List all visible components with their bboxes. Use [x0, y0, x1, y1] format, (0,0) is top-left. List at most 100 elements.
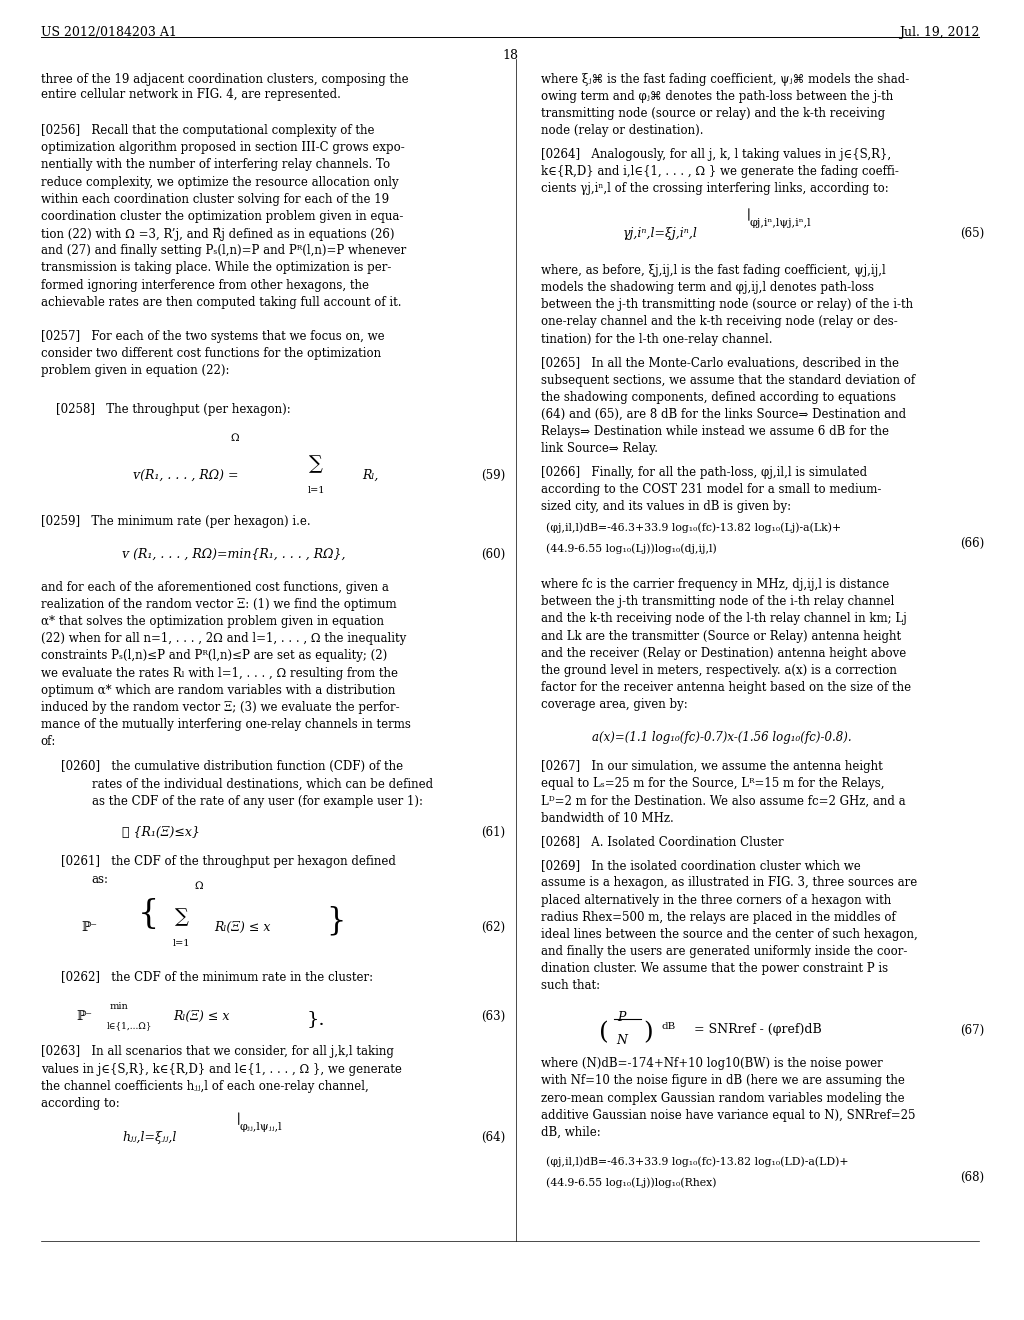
Text: zero-mean complex Gaussian random variables modeling the: zero-mean complex Gaussian random variab… [541, 1092, 904, 1105]
Text: (44.9-6.55 log₁₀(Lj))log₁₀(Rhex): (44.9-6.55 log₁₀(Lj))log₁₀(Rhex) [546, 1177, 717, 1188]
Text: Rₗ(Ξ) ≤ x: Rₗ(Ξ) ≤ x [173, 1010, 229, 1023]
Text: P: P [617, 1011, 626, 1024]
Text: the channel coefficients hⱼⱼ,l of each one-relay channel,: the channel coefficients hⱼⱼ,l of each o… [41, 1080, 369, 1093]
Text: and Lk are the transmitter (Source or Relay) antenna height: and Lk are the transmitter (Source or Re… [541, 630, 901, 643]
Text: placed alternatively in the three corners of a hexagon with: placed alternatively in the three corner… [541, 894, 891, 907]
Text: models the shadowing term and φj,ij,l denotes path-loss: models the shadowing term and φj,ij,l de… [541, 281, 873, 294]
Text: tion (22) with Ω =3, R’j, and R̂j defined as in equations (26): tion (22) with Ω =3, R’j, and R̂j define… [41, 227, 394, 240]
Text: ∑: ∑ [309, 455, 324, 474]
Text: (44.9-6.55 log₁₀(Lj))log₁₀(dj,ij,l): (44.9-6.55 log₁₀(Lj))log₁₀(dj,ij,l) [546, 544, 717, 554]
Text: Ω: Ω [195, 882, 203, 891]
Text: ): ) [643, 1022, 652, 1044]
Text: formed ignoring interference from other hexagons, the: formed ignoring interference from other … [41, 279, 369, 292]
Text: optimization algorithm proposed in section III-C grows expo-: optimization algorithm proposed in secti… [41, 141, 404, 154]
Text: (62): (62) [481, 921, 505, 935]
Text: l=1: l=1 [173, 939, 190, 948]
Text: [0256]   Recall that the computational complexity of the: [0256] Recall that the computational com… [41, 124, 375, 137]
Text: (66): (66) [961, 537, 984, 550]
Text: and the receiver (Relay or Destination) antenna height above: and the receiver (Relay or Destination) … [541, 647, 906, 660]
Text: achievable rates are then computed taking full account of it.: achievable rates are then computed takin… [41, 296, 401, 309]
Text: hⱼⱼ,l=ξⱼⱼ,l: hⱼⱼ,l=ξⱼⱼ,l [123, 1131, 177, 1144]
Text: we evaluate the rates Rₗ with l=1, . . . , Ω resulting from the: we evaluate the rates Rₗ with l=1, . . .… [41, 667, 397, 680]
Text: [0265]   In all the Monte-Carlo evaluations, described in the: [0265] In all the Monte-Carlo evaluation… [541, 356, 899, 370]
Text: dination cluster. We assume that the power constraint P is: dination cluster. We assume that the pow… [541, 962, 888, 975]
Text: (61): (61) [481, 826, 505, 840]
Text: Jul. 19, 2012: Jul. 19, 2012 [899, 26, 979, 40]
Text: [0264]   Analogously, for all j, k, l taking values in j∈{S,R},: [0264] Analogously, for all j, k, l taki… [541, 148, 891, 161]
Text: γj,iⁿ,l=ξj,iⁿ,l: γj,iⁿ,l=ξj,iⁿ,l [623, 227, 697, 240]
Text: such that:: such that: [541, 979, 600, 993]
Text: [0260]   the cumulative distribution function (CDF) of the: [0260] the cumulative distribution funct… [61, 760, 403, 774]
Text: reduce complexity, we optimize the resource allocation only: reduce complexity, we optimize the resou… [41, 176, 398, 189]
Text: where, as before, ξj,ij,l is the fast fading coefficient, ψj,ij,l: where, as before, ξj,ij,l is the fast fa… [541, 264, 886, 277]
Text: US 2012/0184203 A1: US 2012/0184203 A1 [41, 26, 177, 40]
Text: ideal lines between the source and the center of such hexagon,: ideal lines between the source and the c… [541, 928, 918, 941]
Text: Ω: Ω [230, 434, 239, 444]
Text: and the k-th receiving node of the l-th relay channel in km; Lj: and the k-th receiving node of the l-th … [541, 612, 906, 626]
Text: transmitting node (source or relay) and the k-th receiving: transmitting node (source or relay) and … [541, 107, 885, 120]
Text: as the CDF of the rate of any user (for example user 1):: as the CDF of the rate of any user (for … [92, 795, 423, 808]
Text: node (relay or destination).: node (relay or destination). [541, 124, 703, 137]
Text: }.: }. [306, 1010, 325, 1028]
Text: the ground level in meters, respectively. a(x) is a correction: the ground level in meters, respectively… [541, 664, 897, 677]
Text: according to the COST 231 model for a small to medium-: according to the COST 231 model for a sm… [541, 483, 881, 496]
Text: three of the 19 adjacent coordination clusters, composing the: three of the 19 adjacent coordination cl… [41, 73, 409, 86]
Text: induced by the random vector Ξ; (3) we evaluate the perfor-: induced by the random vector Ξ; (3) we e… [41, 701, 399, 714]
Text: l∈{1,...Ω}: l∈{1,...Ω} [108, 1022, 153, 1031]
Text: nentially with the number of interfering relay channels. To: nentially with the number of interfering… [41, 158, 390, 172]
Text: constraints Pₛ(l,n)≤P and Pᴿ(l,n)≤P are set as equality; (2): constraints Pₛ(l,n)≤P and Pᴿ(l,n)≤P are … [41, 649, 387, 663]
Text: (64) and (65), are 8 dB for the links Source⇒ Destination and: (64) and (65), are 8 dB for the links So… [541, 408, 906, 421]
Text: (68): (68) [961, 1171, 984, 1184]
Text: Lᴰ=2 m for the Destination. We also assume fc=2 GHz, and a: Lᴰ=2 m for the Destination. We also assu… [541, 795, 905, 808]
Text: rates of the individual destinations, which can be defined: rates of the individual destinations, wh… [92, 777, 433, 791]
Text: mance of the mutually interfering one-relay channels in terms: mance of the mutually interfering one-re… [41, 718, 411, 731]
Text: where (N)dB=-174+Nf+10 log10(BW) is the noise power: where (N)dB=-174+Nf+10 log10(BW) is the … [541, 1057, 883, 1071]
Text: [0267]   In our simulation, we assume the antenna height: [0267] In our simulation, we assume the … [541, 760, 883, 774]
Text: entire cellular network in FIG. 4, are represented.: entire cellular network in FIG. 4, are r… [41, 88, 341, 102]
Text: min: min [110, 1002, 128, 1011]
Text: dB, while:: dB, while: [541, 1126, 600, 1139]
Text: assume is a hexagon, as illustrated in FIG. 3, three sources are: assume is a hexagon, as illustrated in F… [541, 876, 916, 890]
Text: Relays⇒ Destination while instead we assume 6 dB for the: Relays⇒ Destination while instead we ass… [541, 425, 889, 438]
Text: ᴠ(R₁, . . . , RΩ) =: ᴠ(R₁, . . . , RΩ) = [133, 469, 239, 482]
Text: radius Rhex=500 m, the relays are placed in the middles of: radius Rhex=500 m, the relays are placed… [541, 911, 895, 924]
Text: (64): (64) [481, 1131, 505, 1144]
Text: and finally the users are generated uniformly inside the coor-: and finally the users are generated unif… [541, 945, 907, 958]
Text: (59): (59) [481, 469, 505, 482]
Text: ∑: ∑ [175, 908, 188, 927]
Text: [0257]   For each of the two systems that we focus on, we: [0257] For each of the two systems that … [41, 330, 384, 343]
Text: (60): (60) [481, 548, 505, 561]
Text: one-relay channel and the k-th receiving node (relay or des-: one-relay channel and the k-th receiving… [541, 315, 897, 329]
Text: values in j∈{S,R}, k∈{R,D} and l∈{1, . . . , Ω }, we generate: values in j∈{S,R}, k∈{R,D} and l∈{1, . .… [41, 1063, 401, 1076]
Text: bandwidth of 10 MHz.: bandwidth of 10 MHz. [541, 812, 674, 825]
Text: (φj,il,l)dB=-46.3+33.9 log₁₀(fc)-13.82 log₁₀(Lj)-a(Lk)+: (φj,il,l)dB=-46.3+33.9 log₁₀(fc)-13.82 l… [546, 523, 841, 533]
Text: {: { [138, 898, 159, 929]
Text: as:: as: [92, 873, 109, 886]
Text: ᴠ (R₁, . . . , RΩ)=min{R₁, . . . , RΩ},: ᴠ (R₁, . . . , RΩ)=min{R₁, . . . , RΩ}, [123, 548, 346, 561]
Text: = SNRref - (φref)dB: = SNRref - (φref)dB [694, 1023, 821, 1036]
Text: of:: of: [41, 735, 56, 748]
Text: coverage area, given by:: coverage area, given by: [541, 698, 687, 711]
Text: where ξⱼ⌘ is the fast fading coefficient, ψⱼ⌘ models the shad-: where ξⱼ⌘ is the fast fading coefficient… [541, 73, 909, 86]
Text: l=1: l=1 [307, 486, 325, 495]
Text: ℙ⁻: ℙ⁻ [77, 1010, 92, 1023]
Text: [0262]   the CDF of the minimum rate in the cluster:: [0262] the CDF of the minimum rate in th… [61, 970, 374, 983]
Text: [0269]   In the isolated coordination cluster which we: [0269] In the isolated coordination clus… [541, 859, 860, 873]
Text: between the j-th transmitting node (source or relay) of the i-th: between the j-th transmitting node (sour… [541, 298, 912, 312]
Text: ℙ {R₁(Ξ)≤x}: ℙ {R₁(Ξ)≤x} [123, 826, 201, 840]
Text: owing term and φⱼ⌘ denotes the path-loss between the j-th: owing term and φⱼ⌘ denotes the path-loss… [541, 90, 893, 103]
Text: problem given in equation (22):: problem given in equation (22): [41, 364, 229, 378]
Text: [0261]   the CDF of the throughput per hexagon defined: [0261] the CDF of the throughput per hex… [61, 855, 396, 869]
Text: factor for the receiver antenna height based on the size of the: factor for the receiver antenna height b… [541, 681, 911, 694]
Text: where fc is the carrier frequency in MHz, dj,ij,l is distance: where fc is the carrier frequency in MHz… [541, 578, 889, 591]
Text: (65): (65) [961, 227, 984, 240]
Text: realization of the random vector Ξ: (1) we find the optimum: realization of the random vector Ξ: (1) … [41, 598, 396, 611]
Text: between the j-th transmitting node of the i-th relay channel: between the j-th transmitting node of th… [541, 595, 894, 609]
Text: [0259]   The minimum rate (per hexagon) i.e.: [0259] The minimum rate (per hexagon) i.… [41, 515, 310, 528]
Text: Rₗ,: Rₗ, [362, 469, 379, 482]
Text: (: ( [599, 1022, 608, 1044]
Text: tination) for the l-th one-relay channel.: tination) for the l-th one-relay channel… [541, 333, 772, 346]
Text: 18: 18 [502, 49, 518, 62]
Text: coordination cluster the optimization problem given in equa-: coordination cluster the optimization pr… [41, 210, 403, 223]
Text: equal to Lₛ=25 m for the Source, Lᴿ=15 m for the Relays,: equal to Lₛ=25 m for the Source, Lᴿ=15 m… [541, 777, 885, 791]
